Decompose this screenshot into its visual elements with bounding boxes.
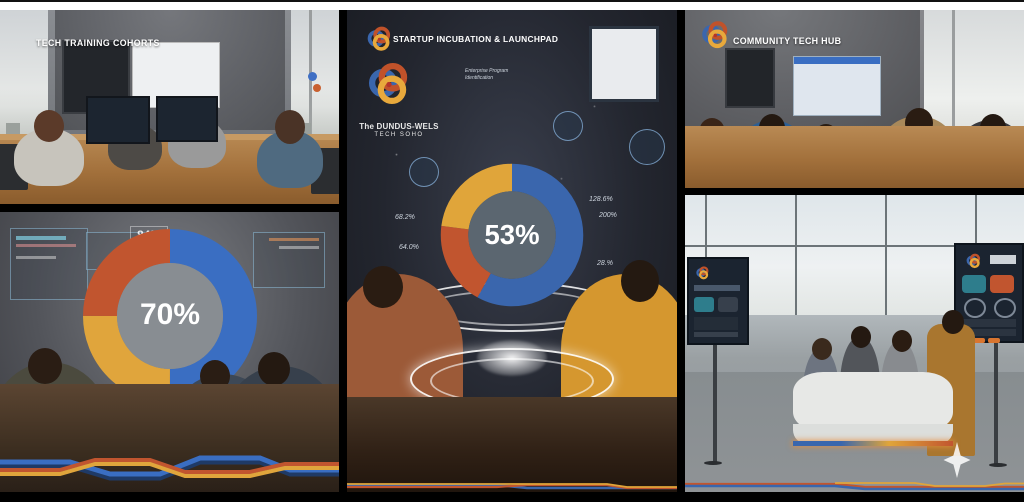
svg-text:70%: 70%: [139, 298, 199, 331]
svg-text:53%: 53%: [484, 219, 539, 250]
